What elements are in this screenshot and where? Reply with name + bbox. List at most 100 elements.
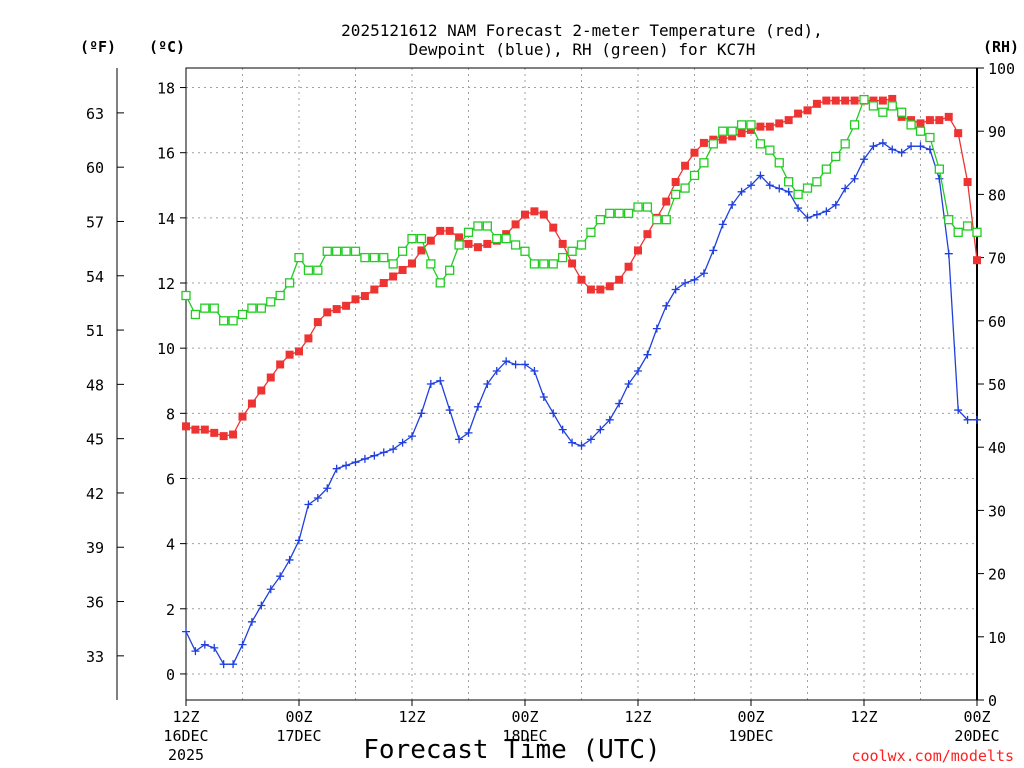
dewpoint-data-point <box>511 360 520 369</box>
temperature-data-point <box>323 308 332 317</box>
fahrenheit-unit-label: (ºF) <box>80 38 116 56</box>
dewpoint-data-point <box>615 399 624 408</box>
dewpoint-data-point <box>775 184 784 193</box>
dewpoint-data-point <box>483 380 492 388</box>
dewpoint-data-point <box>304 500 313 509</box>
temperature-data-point <box>784 116 793 125</box>
temperature-data-point <box>728 132 737 141</box>
rh-data-point <box>840 139 850 149</box>
dewpoint-data-point <box>747 181 755 190</box>
dewpoint-data-point <box>210 643 219 652</box>
rh-data-point <box>661 215 671 225</box>
x-tick-label: 12Z <box>624 708 651 726</box>
x-tick-label: 16DEC <box>163 727 208 745</box>
dewpoint-data-point <box>276 572 285 581</box>
temperature-data-point <box>558 239 567 248</box>
rh-data-point <box>539 259 549 269</box>
temperature-data-point <box>539 210 548 219</box>
dewpoint-data-point <box>634 366 642 375</box>
temperature-data-point <box>662 197 671 206</box>
temperature-data-point <box>794 109 803 118</box>
rh-data-point <box>426 259 436 269</box>
rh-data-point <box>812 177 822 187</box>
rh-data-point <box>294 252 304 263</box>
fahrenheit-tick-label: 42 <box>86 485 104 503</box>
dewpoint-data-point <box>398 438 407 447</box>
dewpoint-data-point <box>568 438 577 447</box>
rh-data-point <box>369 252 379 263</box>
rh-data-point <box>652 215 662 225</box>
rh-data-point <box>350 246 361 256</box>
dewpoint-data-point <box>379 448 388 457</box>
rh-data-point <box>614 208 624 219</box>
rh-data-point <box>332 246 342 256</box>
celsius-tick-label: 18 <box>157 80 175 98</box>
temperature-data-point <box>238 412 247 421</box>
fahrenheit-tick-label: 54 <box>86 268 104 286</box>
temperature-data-point <box>436 226 445 235</box>
temperature-data-point <box>803 106 812 115</box>
temperature-data-point <box>935 116 944 125</box>
dewpoint-data-point <box>709 246 718 255</box>
temperature-data-point <box>615 275 624 284</box>
rh-data-point <box>558 252 568 263</box>
dewpoint-data-point <box>332 464 341 473</box>
dewpoint-data-point <box>295 536 303 545</box>
rh-data-point <box>360 252 370 263</box>
temperature-data-point <box>285 350 294 359</box>
x-tick-label: 00Z <box>737 708 764 726</box>
rh-data-point <box>755 139 766 149</box>
dewpoint-data-point <box>907 142 916 151</box>
rh-data-point <box>284 278 295 288</box>
rh-data-point <box>407 233 417 244</box>
temperature-data-point <box>351 295 360 304</box>
dewpoint-data-point <box>794 204 803 213</box>
rh-data-point <box>416 233 427 244</box>
temperature-data-point <box>295 347 303 356</box>
rh-tick-label: 90 <box>988 123 1006 141</box>
rh-data-point <box>774 158 784 168</box>
rh-data-point <box>925 132 935 143</box>
dewpoint-data-point <box>445 406 454 415</box>
temperature-data-point <box>389 272 398 281</box>
rh-data-point <box>708 139 718 149</box>
rh-tick-label: 80 <box>988 186 1006 204</box>
x-tick-label: 2025 <box>168 746 204 764</box>
rh-data-point <box>849 120 860 130</box>
rh-data-point <box>671 189 681 200</box>
credit-link[interactable]: coolwx.com/modelts <box>851 747 1014 765</box>
dewpoint-data-point <box>973 415 981 424</box>
temperature-data-point <box>775 119 784 128</box>
dewpoint-data-point <box>822 207 831 216</box>
dewpoint-data-point <box>558 425 567 434</box>
rh-data-point <box>887 101 897 111</box>
rh-data-point <box>209 303 219 313</box>
rh-data-point <box>878 107 888 117</box>
temperature-data-point <box>530 207 539 216</box>
temperature-data-point <box>229 430 238 439</box>
rh-data-point <box>859 94 869 105</box>
rh-data-point <box>445 265 455 275</box>
temperature-data-point <box>765 122 774 131</box>
temperature-data-point <box>200 425 209 434</box>
rh-data-point <box>397 246 408 256</box>
dewpoint-data-point <box>455 435 464 444</box>
rh-data-point <box>595 215 605 225</box>
dewpoint-data-point <box>869 142 878 151</box>
celsius-tick-label: 0 <box>166 666 175 684</box>
temperature-data-point <box>408 259 416 268</box>
dewpoint-data-point <box>756 171 765 180</box>
rh-data-point <box>463 227 474 237</box>
dewpoint-data-point <box>963 415 972 424</box>
temperature-data-point <box>841 96 850 105</box>
celsius-tick-label: 10 <box>157 340 175 358</box>
dewpoint-data-point <box>671 285 680 294</box>
rh-data-point <box>746 120 756 130</box>
rh-data-point <box>388 259 398 269</box>
temperature-data-point <box>699 138 708 147</box>
rh-data-point <box>793 189 803 200</box>
dewpoint-data-point <box>313 494 322 503</box>
rh-data-point <box>435 278 445 288</box>
dewpoint-data-point <box>662 301 671 310</box>
dewpoint-data-point <box>624 380 633 388</box>
